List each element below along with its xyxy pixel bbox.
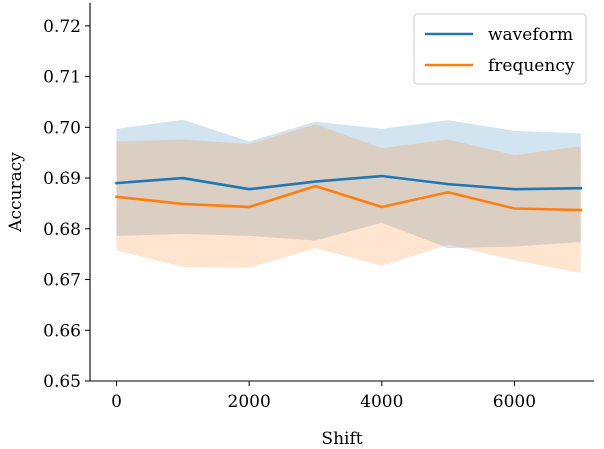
x-tick-label: 2000: [228, 392, 271, 412]
y-tick-label: 0.66: [43, 321, 81, 341]
axes: [89, 3, 594, 382]
series-lines: [115, 174, 583, 212]
y-axis-label: Accuracy: [6, 152, 26, 233]
legend-label-frequency: frequency: [488, 56, 575, 76]
y-tick-label: 0.67: [43, 271, 81, 291]
y-tick-label: 0.72: [43, 17, 81, 37]
y-tick-label: 0.71: [43, 68, 81, 88]
x-tick-label: 0: [111, 392, 122, 412]
line-waveform: [115, 174, 583, 191]
legend-label-waveform: waveform: [488, 25, 573, 45]
confidence-bands: [116, 119, 581, 273]
y-tick-label: 0.70: [43, 118, 81, 138]
x-axis-label: Shift: [321, 429, 362, 449]
ticks: 0 2000 4000 6000 0.65 0.66 0.67 0.68 0.69 0.70 0.7…: [43, 17, 536, 412]
band-waveform: [116, 119, 581, 249]
x-tick-label: 4000: [360, 392, 403, 412]
line-frequency: [115, 184, 583, 212]
band-frequency: [116, 124, 581, 273]
legend-box: [413, 13, 587, 85]
x-tick-label: 6000: [493, 392, 536, 412]
legend: waveform frequency: [413, 13, 587, 85]
y-tick-label: 0.68: [43, 220, 81, 240]
y-tick-label: 0.69: [43, 169, 81, 189]
y-tick-label: 0.65: [43, 372, 81, 392]
